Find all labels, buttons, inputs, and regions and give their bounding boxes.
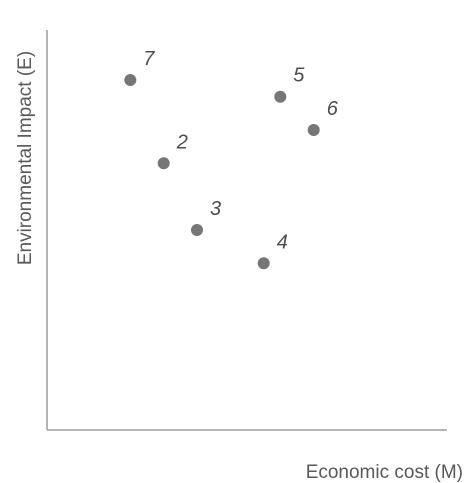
point-label-4: 4	[277, 231, 288, 253]
point-label-6: 6	[327, 98, 339, 120]
y-axis-label: Environmental Impact (E)	[15, 51, 36, 265]
point-label-2: 2	[176, 131, 188, 153]
point-label-5: 5	[293, 65, 305, 87]
data-point-5	[274, 90, 287, 103]
data-point-2	[157, 157, 170, 170]
data-point-6	[307, 124, 320, 136]
point-label-3: 3	[210, 198, 221, 220]
data-point-3	[191, 224, 203, 236]
data-points: 7 56 2 3 4	[124, 48, 339, 270]
data-point-7	[124, 74, 137, 86]
x-axis-label: Economic cost (M)	[306, 462, 463, 483]
data-point-4	[257, 257, 270, 270]
point-label-7: 7	[143, 48, 155, 70]
